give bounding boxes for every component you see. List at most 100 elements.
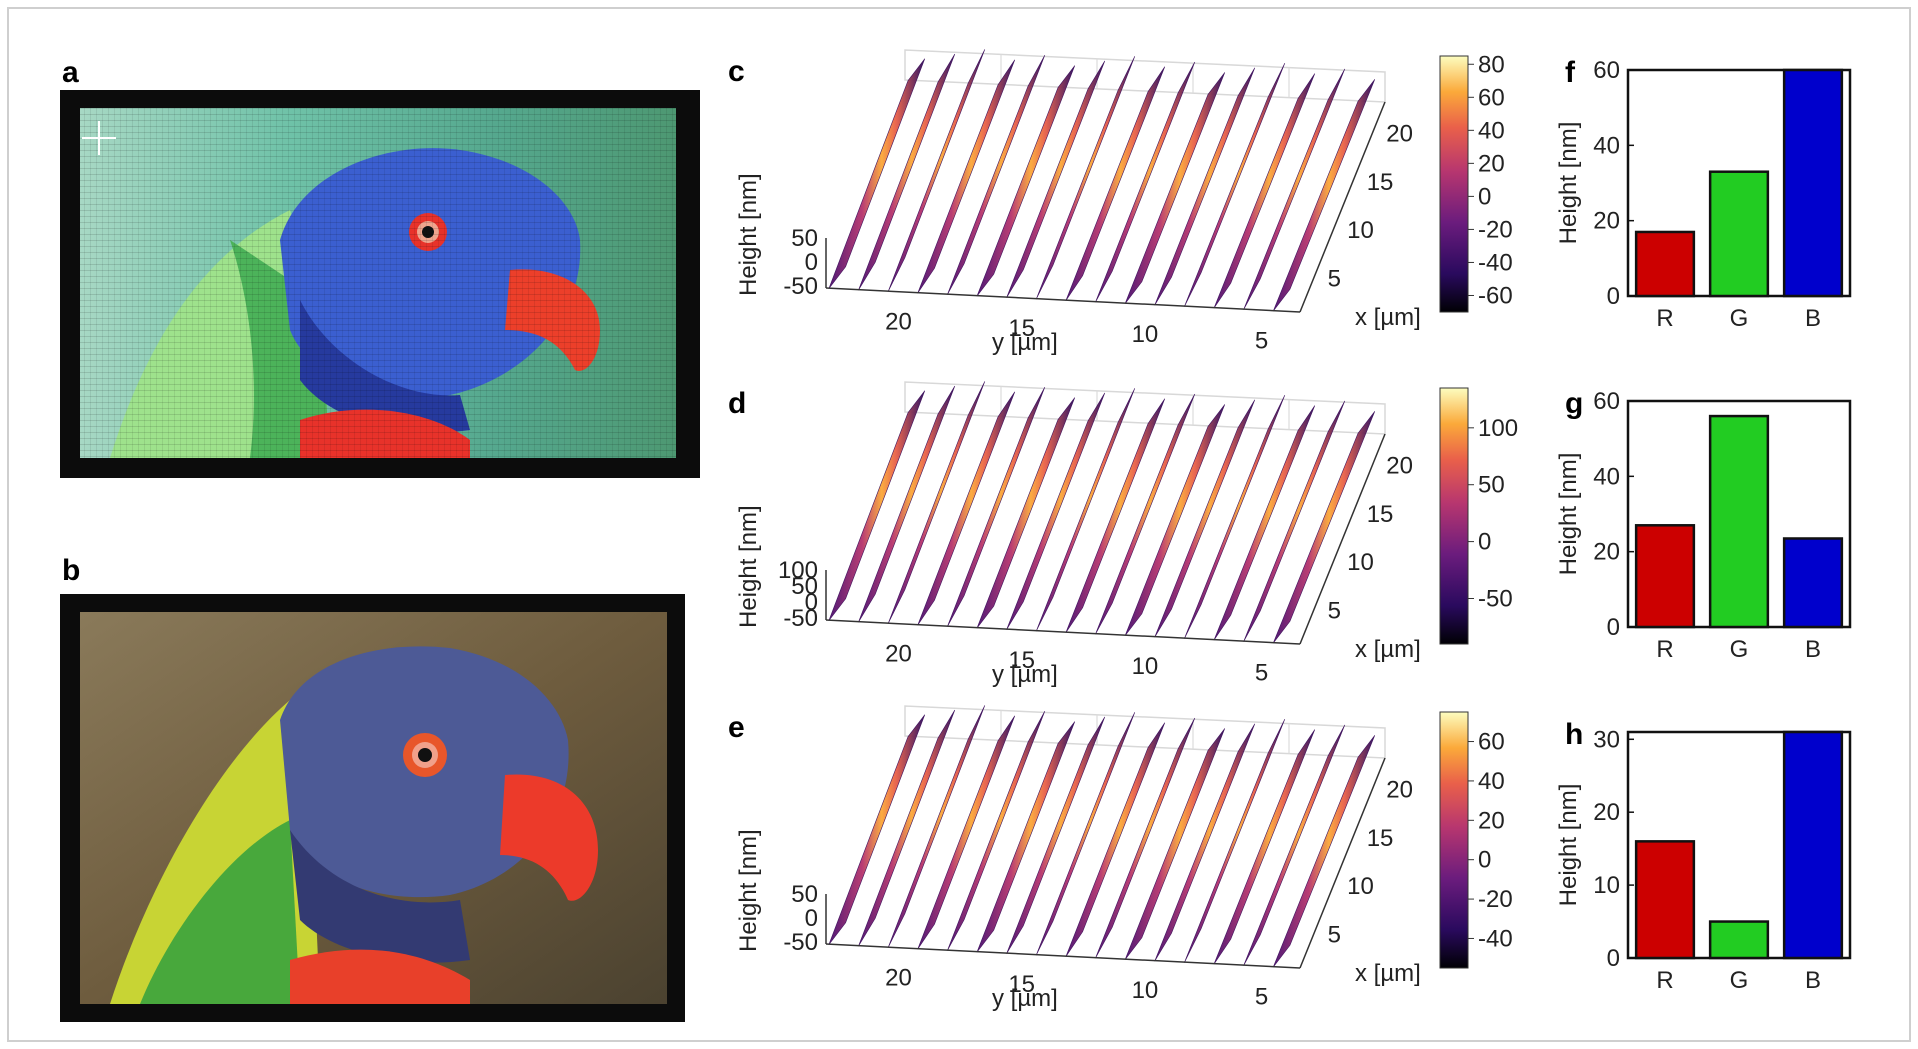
- x-tick-label: B: [1805, 636, 1821, 663]
- bar-B: [1784, 538, 1842, 627]
- colorbar-tick-label: 100: [1478, 415, 1518, 442]
- bar-chart-f: f 0 20 40 60 Height [nm] R G B: [1555, 56, 1850, 332]
- y-tick-label: 20: [885, 965, 912, 992]
- x-tick-label: 20: [1386, 121, 1413, 148]
- colorbar: [1440, 56, 1468, 312]
- colorbar-tick-label: 50: [1478, 472, 1505, 499]
- y-tick-label: 0: [1607, 283, 1620, 310]
- x-tick-label: 10: [1347, 873, 1374, 900]
- panel-label-f: f: [1565, 56, 1576, 89]
- z-tick-label: -50: [783, 929, 818, 956]
- x-tick-label: 5: [1328, 265, 1341, 292]
- y-tick-label: 10: [1132, 977, 1159, 1004]
- x-tick-label: 20: [1386, 453, 1413, 480]
- y-axis-title: y [µm]: [992, 985, 1058, 1012]
- y-tick-label: 10: [1132, 321, 1159, 348]
- x-tick-label: G: [1730, 305, 1749, 332]
- x-tick-label: 20: [1386, 777, 1413, 804]
- colorbar-tick-label: 20: [1478, 807, 1505, 834]
- colorbar-tick-label: -60: [1478, 282, 1513, 309]
- y-axis-title: y [µm]: [992, 329, 1058, 356]
- x-tick-label: 5: [1328, 921, 1341, 948]
- x-tick-label: R: [1656, 967, 1673, 994]
- y-tick-label: 5: [1255, 659, 1268, 686]
- panel-a-photo: [60, 90, 700, 478]
- y-axis-title: y [µm]: [992, 661, 1058, 688]
- z-tick-label: -50: [783, 605, 818, 632]
- z-tick-label: 0: [805, 249, 818, 276]
- y-tick-label: 30: [1593, 726, 1620, 753]
- panel-label-h: h: [1565, 718, 1583, 751]
- z-tick-label: 0: [805, 905, 818, 932]
- y-tick-label: 20: [1593, 208, 1620, 235]
- surface-panels: c20 15 10 5y [µm]2015105x [µm]500-50Height …: [728, 49, 1518, 1012]
- y-tick-label: 40: [1593, 463, 1620, 490]
- y-tick-label: 5: [1255, 327, 1268, 354]
- colorbar-tick-label: 80: [1478, 51, 1505, 78]
- z-tick-label: 50: [791, 881, 818, 908]
- axis-x-line: [1300, 758, 1385, 968]
- x-tick-label: 10: [1347, 549, 1374, 576]
- colorbar-tick-label: 40: [1478, 117, 1505, 144]
- x-tick-label: G: [1730, 967, 1749, 994]
- colorbar-tick-label: 20: [1478, 150, 1505, 177]
- bar-B: [1784, 70, 1842, 296]
- y-tick-label: 10: [1132, 653, 1159, 680]
- colorbar-tick-label: -40: [1478, 925, 1513, 952]
- colorbar-tick-label: 0: [1478, 847, 1491, 874]
- y-tick-label: 0: [1607, 945, 1620, 972]
- panel-label-e: e: [728, 711, 745, 744]
- x-tick-label: 10: [1347, 217, 1374, 244]
- x-axis-title: x [µm]: [1355, 636, 1421, 663]
- y-tick-label: 5: [1255, 983, 1268, 1010]
- axis-x-line: [1300, 434, 1385, 644]
- z-axis-title: Height [nm]: [735, 173, 762, 296]
- x-axis-title: x [µm]: [1355, 960, 1421, 987]
- colorbar-tick-label: -40: [1478, 249, 1513, 276]
- bar-chart-h: h 0 10 20 30 Height [nm] R G B: [1555, 718, 1850, 994]
- y-axis-title: Height [nm]: [1555, 784, 1582, 907]
- x-tick-label: 15: [1367, 825, 1394, 852]
- y-tick-label: 60: [1593, 388, 1620, 415]
- colorbar-tick-label: 40: [1478, 768, 1505, 795]
- y-tick-label: 20: [885, 641, 912, 668]
- bar-B: [1784, 732, 1842, 958]
- y-tick-label: 0: [1607, 614, 1620, 641]
- x-tick-label: R: [1656, 636, 1673, 663]
- y-tick-label: 20: [1593, 799, 1620, 826]
- colorbar-tick-label: 60: [1478, 84, 1505, 111]
- colorbar-tick-label: 0: [1478, 529, 1491, 556]
- x-axis-title: x [µm]: [1355, 304, 1421, 331]
- z-tick-label: 50: [791, 225, 818, 252]
- panel-label-d: d: [728, 387, 746, 420]
- y-tick-label: 60: [1593, 57, 1620, 84]
- bar-R: [1636, 232, 1694, 296]
- panel-label-g: g: [1565, 387, 1583, 420]
- colorbar-tick-label: 0: [1478, 183, 1491, 210]
- y-tick-label: 40: [1593, 132, 1620, 159]
- figure: a b c20: [0, 0, 1918, 1049]
- z-axis-title: Height [nm]: [735, 505, 762, 628]
- colorbar-tick-label: -20: [1478, 216, 1513, 243]
- x-tick-label: G: [1730, 636, 1749, 663]
- bar-G: [1710, 172, 1768, 296]
- axis-x-line: [1300, 102, 1385, 312]
- y-tick-label: 20: [1593, 539, 1620, 566]
- z-axis-title: Height [nm]: [735, 829, 762, 952]
- panel-label-b: b: [62, 554, 80, 587]
- bar-R: [1636, 525, 1694, 627]
- colorbar-tick-label: 60: [1478, 729, 1505, 756]
- y-tick-label: 20: [885, 309, 912, 336]
- x-tick-label: R: [1656, 305, 1673, 332]
- panel-label-c: c: [728, 55, 745, 88]
- colorbar-tick-label: -20: [1478, 886, 1513, 913]
- x-tick-label: B: [1805, 967, 1821, 994]
- y-tick-label: 10: [1593, 872, 1620, 899]
- z-tick-label: -50: [783, 273, 818, 300]
- x-tick-label: 15: [1367, 501, 1394, 528]
- colorbar: [1440, 712, 1468, 968]
- colorbar: [1440, 388, 1468, 644]
